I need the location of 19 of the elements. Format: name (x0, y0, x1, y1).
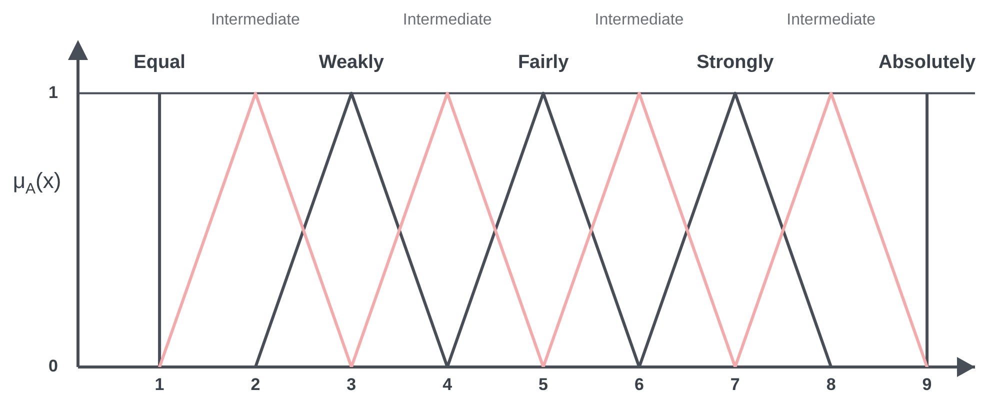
x-tick-label: 5 (538, 374, 548, 394)
x-tick-label: 1 (154, 374, 164, 394)
annotation: Absolutely (878, 52, 976, 74)
x-tick-label: 3 (346, 374, 356, 394)
annotation: Equal (134, 52, 186, 74)
y-tick-label: 0 (48, 356, 58, 376)
annotation: Fairly (518, 52, 570, 74)
text: Intermediate (402, 11, 492, 28)
x-tick-label: 4 (442, 374, 453, 394)
x-tick-label: 6 (634, 374, 644, 394)
x-tick-label: 7 (730, 374, 740, 394)
text: Intermediate (594, 11, 684, 28)
x-tick-label: 8 (826, 374, 836, 394)
x-tick-label: 2 (250, 374, 260, 394)
x-tick-label: 9 (922, 374, 932, 394)
text: Intermediate (211, 11, 300, 28)
annotation: Strongly (696, 52, 774, 74)
text: Intermediate (786, 11, 876, 28)
annotation: Weakly (318, 52, 384, 74)
